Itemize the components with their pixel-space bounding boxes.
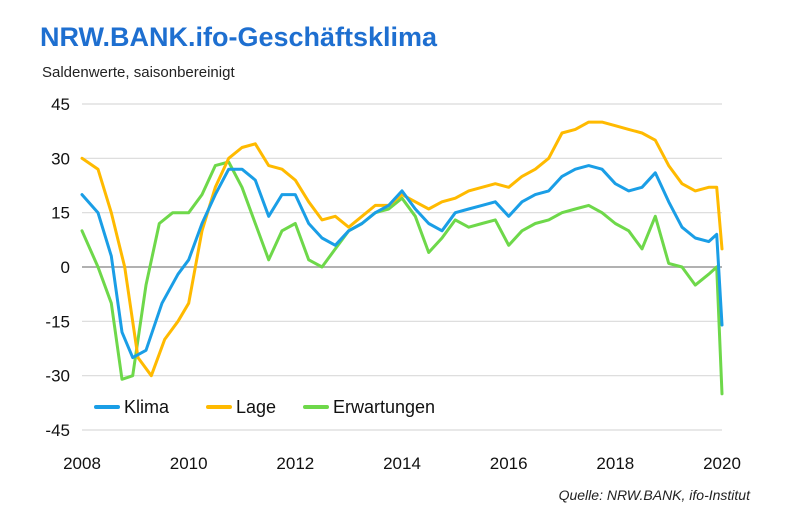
series-lines — [80, 120, 724, 396]
legend-item-klima: Klima — [94, 397, 170, 417]
legend: Klima Lage Erwartungen — [94, 397, 435, 417]
source-note: Quelle: NRW.BANK, ifo-Institut — [558, 487, 750, 503]
x-tick-label: 2018 — [596, 454, 634, 473]
y-tick-label: 45 — [51, 95, 70, 114]
series-line-erwartungen — [80, 160, 724, 396]
series-line-lage — [80, 120, 724, 378]
series-line-klima — [80, 164, 724, 360]
chart-title: NRW.BANK.ifo-Geschäftsklima — [40, 22, 438, 52]
legend-label: Erwartungen — [333, 397, 435, 417]
legend-label: Klima — [124, 397, 170, 417]
chart-subtitle: Saldenwerte, saisonbereinigt — [42, 64, 235, 81]
x-tick-label: 2012 — [276, 454, 314, 473]
x-tick-label: 2008 — [63, 454, 101, 473]
grid-lines — [82, 103, 722, 431]
legend-item-erwartungen: Erwartungen — [303, 397, 435, 417]
y-tick-label: -15 — [45, 312, 70, 331]
y-tick-label: -45 — [45, 421, 70, 440]
y-axis-ticks: 45 30 15 0 -15 -30 -45 — [45, 95, 70, 440]
x-axis-ticks: 2008 2010 2012 2014 2016 2018 2020 — [63, 454, 741, 473]
legend-label: Lage — [236, 397, 276, 417]
x-tick-label: 2010 — [170, 454, 208, 473]
legend-item-lage: Lage — [206, 397, 276, 417]
y-tick-label: -30 — [45, 367, 70, 386]
x-tick-label: 2016 — [490, 454, 528, 473]
y-tick-label: 15 — [51, 204, 70, 223]
y-tick-label: 30 — [51, 149, 70, 168]
x-tick-label: 2020 — [703, 454, 741, 473]
x-tick-label: 2014 — [383, 454, 421, 473]
y-tick-label: 0 — [61, 258, 70, 277]
